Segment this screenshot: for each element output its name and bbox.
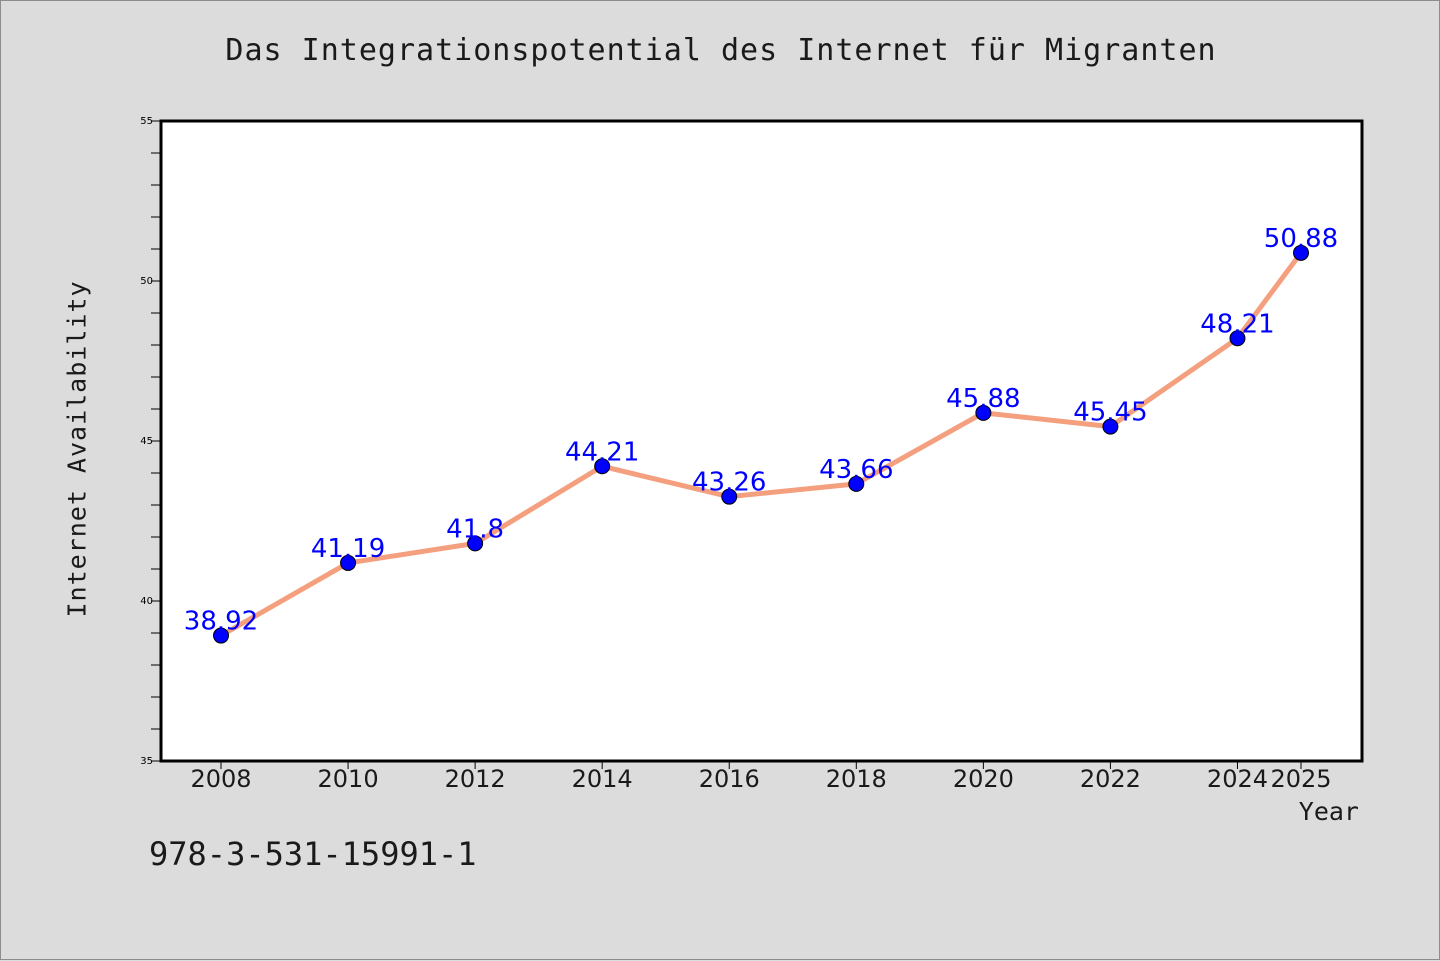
series-markers — [213, 244, 1309, 644]
data-label: 41.8 — [446, 514, 504, 544]
isbn-annotation: 978-3-531-15991-1 — [149, 835, 477, 873]
data-label: 45.45 — [1073, 398, 1147, 428]
y-tick-label: 45 — [140, 436, 153, 447]
chart-title: Das Integrationspotential des Internet f… — [225, 33, 1217, 68]
data-label: 43.66 — [819, 455, 893, 485]
y-tick-label: 40 — [140, 596, 153, 607]
data-point — [1229, 330, 1246, 347]
series-line-group — [218, 250, 1304, 639]
y-tick-label: 35 — [140, 756, 153, 767]
x-tick-label: 2012 — [445, 765, 506, 793]
data-point — [594, 458, 611, 475]
data-point — [975, 404, 992, 421]
data-label: 38.92 — [184, 607, 258, 637]
x-tick-label: 2025 — [1270, 765, 1331, 793]
x-axis-label: Year — [1298, 797, 1359, 826]
series-line — [218, 250, 1304, 639]
y-axis-ticks: 35 40 45 50 55 — [140, 116, 161, 767]
data-point — [848, 475, 865, 492]
x-tick-label: 2022 — [1080, 765, 1141, 793]
x-tick-label: 2014 — [572, 765, 633, 793]
x-axis-ticks: 2008 2010 2012 2014 2016 2018 2020 2022 2024 2025 — [190, 761, 1332, 793]
x-tick-label: 2024 — [1207, 765, 1268, 793]
data-label: 50.88 — [1264, 224, 1338, 254]
x-tick-label: 2010 — [318, 765, 379, 793]
plot-area — [159, 119, 1364, 763]
x-tick-label: 2008 — [190, 765, 251, 793]
data-point — [213, 627, 229, 644]
data-point — [467, 535, 484, 552]
data-point — [340, 554, 357, 571]
data-point — [1102, 418, 1119, 435]
x-tick-label: 2018 — [826, 765, 887, 793]
data-point — [1293, 244, 1309, 261]
x-tick-label: 2016 — [699, 765, 760, 793]
y-tick-label: 55 — [140, 116, 153, 127]
data-label: 48.21 — [1200, 309, 1274, 339]
data-label: 41.19 — [311, 534, 385, 564]
y-tick-label: 50 — [140, 276, 153, 287]
data-label: 45.88 — [946, 384, 1020, 414]
data-label: 44.21 — [565, 437, 639, 467]
x-tick-label: 2020 — [953, 765, 1014, 793]
data-labels: 38.92 41.19 41.8 44.21 43.26 43.66 45.88 45.45 4… — [184, 224, 1338, 637]
data-point — [721, 488, 738, 505]
data-label: 43.26 — [692, 468, 766, 498]
